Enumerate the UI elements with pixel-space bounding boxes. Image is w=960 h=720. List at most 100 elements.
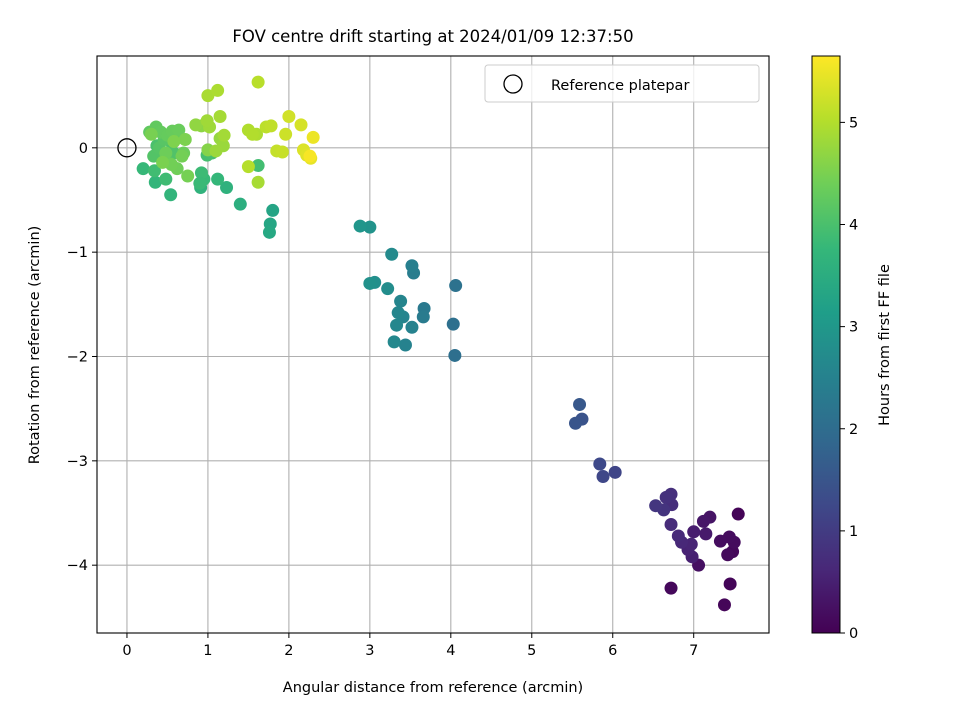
data-point — [167, 135, 181, 149]
data-point — [282, 110, 296, 124]
colorbar-tick-label: 1 — [849, 524, 858, 540]
data-point — [405, 320, 419, 334]
data-point — [194, 166, 208, 180]
y-tick-label: −3 — [67, 454, 88, 470]
x-tick-label: 6 — [608, 643, 617, 659]
data-point — [684, 537, 698, 551]
x-tick-label: 0 — [122, 643, 131, 659]
data-point — [181, 169, 195, 183]
data-point — [266, 203, 280, 217]
data-point — [387, 335, 401, 349]
data-point — [723, 577, 737, 591]
x-tick-label: 3 — [365, 643, 374, 659]
y-tick-label: −2 — [67, 349, 88, 365]
data-point — [573, 397, 587, 411]
data-point — [251, 175, 265, 189]
reference-point — [117, 138, 137, 158]
data-point — [275, 145, 289, 159]
data-point — [446, 317, 460, 331]
data-point — [363, 220, 377, 234]
data-point — [664, 581, 678, 595]
x-tick-label: 2 — [284, 643, 293, 659]
colorbar-tick-label: 4 — [849, 218, 858, 234]
data-point — [731, 507, 745, 521]
data-point — [699, 527, 713, 541]
x-axis-ticks: 0 1 2 3 4 5 6 7 — [122, 633, 698, 659]
grid-lines — [97, 56, 769, 633]
data-point — [385, 247, 399, 261]
data-point — [178, 132, 192, 146]
data-point — [608, 465, 622, 479]
data-point — [593, 457, 607, 471]
x-tick-label: 5 — [527, 643, 536, 659]
data-point — [381, 282, 395, 296]
data-point — [713, 534, 727, 548]
data-point — [416, 310, 430, 324]
data-point — [251, 75, 265, 89]
y-tick-label: 0 — [79, 141, 88, 157]
data-point — [245, 127, 259, 141]
data-point — [156, 155, 170, 169]
data-point — [664, 517, 678, 531]
data-point — [193, 176, 207, 190]
x-tick-label: 7 — [689, 643, 698, 659]
data-point — [649, 499, 663, 513]
legend-box — [484, 64, 760, 103]
data-point — [209, 144, 223, 158]
legend-marker-open-circle — [503, 74, 523, 94]
colorbar-gradient — [811, 55, 841, 634]
data-point — [136, 162, 150, 176]
data-point — [449, 279, 463, 293]
data-point — [241, 160, 255, 174]
data-point — [148, 175, 162, 189]
data-point — [189, 118, 203, 132]
colorbar-tick-label: 0 — [849, 626, 858, 642]
data-point — [217, 128, 231, 142]
y-axis-ticks: −4 −3 −2 −1 0 — [67, 141, 97, 574]
data-point — [294, 118, 308, 132]
colorbar-tick-label: 5 — [849, 115, 858, 131]
colorbar-tick-label: 2 — [849, 422, 858, 438]
data-point — [262, 225, 276, 239]
data-point — [172, 123, 186, 137]
data-point — [659, 490, 673, 504]
data-point — [717, 598, 731, 612]
x-tick-label: 1 — [203, 643, 212, 659]
plot-frame — [96, 55, 770, 634]
data-point — [306, 130, 320, 144]
y-tick-label: −1 — [67, 245, 88, 261]
data-point — [394, 294, 408, 308]
data-point — [175, 149, 189, 163]
data-point — [213, 110, 227, 124]
data-point — [201, 89, 215, 103]
colorbar-tick-label: 3 — [849, 320, 858, 336]
legend: Reference platepar — [484, 64, 760, 103]
colorbar-label: Hours from first FF file — [877, 264, 893, 426]
data-point — [353, 219, 367, 233]
data-point — [279, 127, 293, 141]
data-point — [211, 172, 225, 186]
data-point — [391, 306, 405, 320]
data-point — [363, 276, 377, 290]
data-point — [251, 159, 265, 173]
data-point — [687, 525, 701, 539]
data-point — [405, 259, 419, 273]
y-axis-label: Rotation from reference (arcmin) — [27, 226, 43, 465]
colorbar-ticks: 0 1 2 3 4 5 — [840, 115, 858, 642]
x-axis-label: Angular distance from reference (arcmin) — [283, 680, 583, 696]
data-point — [671, 529, 685, 543]
scatter-points — [136, 75, 745, 612]
data-point — [596, 469, 610, 483]
data-point — [303, 149, 317, 163]
data-point — [211, 83, 225, 97]
data-point — [398, 338, 412, 352]
data-point — [164, 188, 178, 202]
y-tick-label: −4 — [67, 558, 88, 574]
data-point — [147, 164, 161, 178]
data-point — [696, 514, 710, 528]
data-point — [159, 172, 173, 186]
data-point — [144, 127, 158, 141]
data-point — [568, 416, 582, 430]
data-point — [448, 348, 462, 362]
